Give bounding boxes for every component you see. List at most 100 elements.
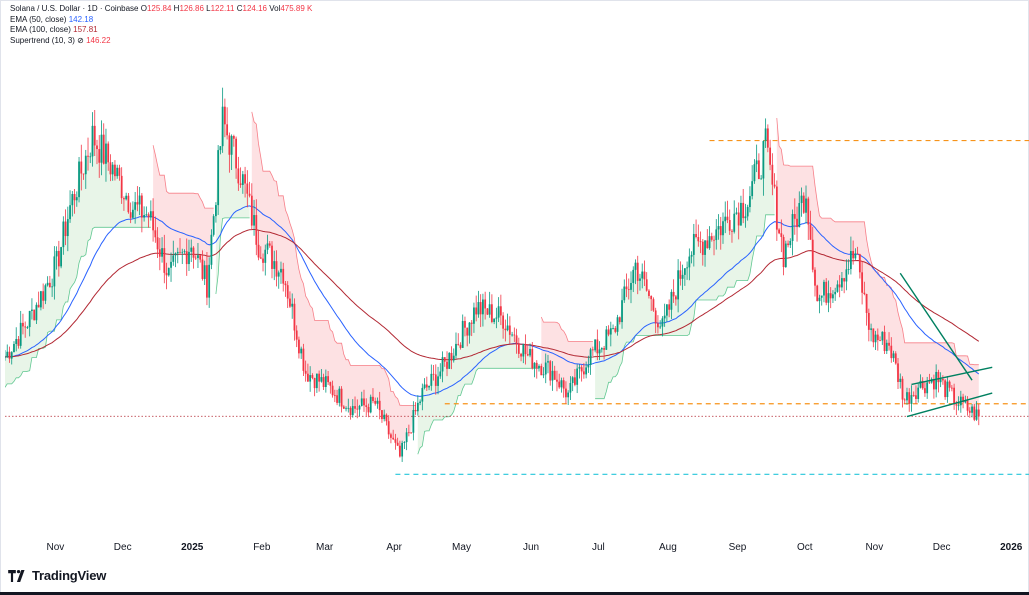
candle-body [650, 296, 653, 300]
chart-area[interactable]: Nov Dec 2025 Feb Mar Apr May Jun Jul Aug Sep Oct Nov… [0, 0, 1029, 565]
candle-body [728, 220, 731, 231]
supertrend-band [417, 299, 539, 455]
candle-body [351, 406, 354, 416]
candle-body [423, 384, 426, 388]
candle-body [89, 156, 92, 158]
supertrend-band [5, 125, 151, 388]
candle-body [228, 135, 231, 155]
candle-body [630, 282, 632, 290]
candle-body [746, 207, 749, 217]
candle-body [78, 161, 80, 198]
candle-body [318, 373, 321, 382]
candle-body [531, 348, 534, 369]
candle-body [365, 405, 368, 407]
candle-body [946, 381, 949, 398]
legend-symbol-row: Solana / U.S. Dollar · 1D · Coinbase O 12… [10, 4, 312, 15]
legend-supertrend-row[interactable]: Supertrend (10, 3) ⊘ 146.22 [10, 36, 312, 47]
x-tick-label: Dec [114, 542, 132, 553]
candle-body [114, 164, 116, 177]
open-label: O [140, 4, 147, 13]
close-value: 124.16 [242, 4, 267, 13]
candle-body [549, 361, 552, 381]
candle-body [358, 405, 361, 410]
candle-body [232, 135, 235, 139]
candle-body [935, 371, 938, 390]
candle-body [661, 318, 664, 327]
candle-body [37, 304, 40, 308]
candle-body [612, 328, 614, 329]
legend-ema100-row[interactable]: EMA (100, close) 157.81 [10, 25, 312, 36]
candle-body [910, 395, 913, 404]
candle-body [367, 406, 370, 413]
candle-body [19, 322, 22, 346]
candle-body [98, 149, 101, 163]
candle-body [475, 307, 478, 315]
candle-body [327, 376, 329, 383]
candle-body [477, 302, 480, 315]
candle-body [414, 409, 417, 412]
candle-body [553, 370, 556, 380]
candle-body [757, 160, 760, 180]
candle-body [818, 297, 821, 302]
candle-body [964, 400, 967, 403]
candle-body [219, 146, 222, 151]
supertrend-line [540, 316, 593, 342]
candle-body [697, 237, 700, 242]
candle-body [520, 353, 522, 357]
trend-line [906, 392, 993, 418]
candle-body [96, 145, 98, 150]
candle-body [237, 168, 240, 184]
candle-body [643, 271, 646, 280]
candle-body [42, 291, 45, 301]
candle-body [181, 251, 184, 253]
candle-body [780, 233, 783, 238]
candle-body [870, 328, 872, 330]
candle-body [470, 322, 473, 324]
legend-title: Solana / U.S. Dollar · 1D · Coinbase [10, 4, 139, 13]
candle-body [773, 184, 776, 187]
candle-body [221, 106, 224, 147]
candle-body [883, 331, 886, 352]
candle-body [968, 410, 971, 413]
candle-body [594, 339, 597, 351]
x-tick-label: Sep [729, 542, 747, 553]
candle-body [10, 352, 13, 359]
candle-body [540, 365, 543, 376]
x-tick-label: Jul [592, 542, 605, 553]
candle-body [742, 202, 745, 219]
candle-body [441, 357, 444, 372]
candle-body [845, 269, 848, 282]
supertrend-hidden-icon[interactable]: ⊘ [77, 35, 84, 45]
candle-body [668, 304, 671, 310]
candle-body [66, 219, 69, 237]
candle-body [574, 377, 576, 385]
candle-body [450, 352, 453, 361]
candle-body [363, 398, 365, 406]
trend-line [911, 366, 993, 386]
candle-body [924, 388, 926, 394]
candle-body [35, 304, 38, 321]
x-tick-label: Nov [865, 542, 883, 553]
candle-body [614, 328, 617, 332]
candle-body [295, 330, 298, 340]
candle-body [131, 209, 134, 218]
candle-body [511, 334, 513, 336]
candle-body [459, 344, 462, 348]
candle-body [881, 331, 884, 341]
candle-body [751, 181, 754, 197]
candle-body [143, 215, 146, 218]
candle-body [33, 309, 36, 321]
supertrend-line [215, 217, 250, 295]
legend-ema50-row[interactable]: EMA (50, close) 142.18 [10, 15, 312, 26]
candle-body [843, 278, 846, 282]
candle-body [257, 244, 260, 258]
candle-body [235, 138, 238, 169]
candle-body [127, 195, 130, 213]
candle-body [167, 267, 170, 276]
candle-body [161, 248, 163, 257]
candle-body [172, 255, 175, 262]
candle-body [147, 214, 150, 218]
tradingview-brand[interactable]: TradingView [8, 568, 106, 583]
candle-body [57, 250, 60, 267]
candle-body [331, 385, 334, 396]
